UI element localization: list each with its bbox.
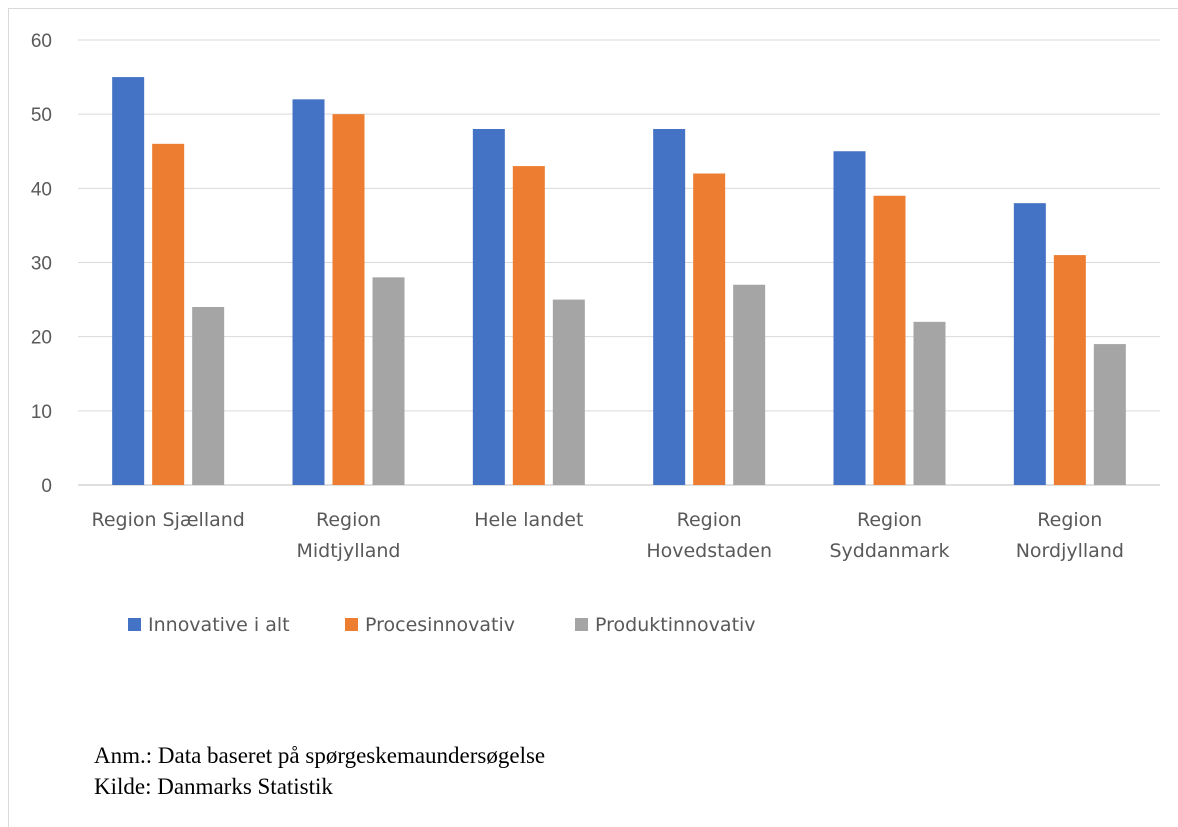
bar: [1053, 255, 1086, 485]
chart-frame: [8, 8, 1178, 827]
legend-label: Produktinnovativ: [595, 614, 756, 636]
legend-swatch: [345, 618, 358, 631]
legend-swatch: [575, 618, 588, 631]
legend-label: Procesinnovativ: [365, 614, 515, 636]
x-tick-label: Midtjylland: [296, 540, 400, 562]
gridlines: [78, 39, 1160, 486]
bar: [653, 129, 686, 485]
chart-notes: Anm.: Data baseret på spørgeskemaundersø…: [94, 740, 545, 802]
bar: [693, 173, 726, 485]
bar: [112, 77, 145, 485]
bars: [112, 77, 1126, 486]
x-axis: Region Sjælland Region Midtjylland Hele lan…: [91, 509, 1123, 562]
y-axis: 0 10 20 30 40 50 60: [31, 31, 52, 497]
bar: [292, 99, 325, 485]
y-tick-label: 60: [31, 31, 52, 52]
y-tick-label: 40: [31, 179, 52, 200]
bar: [472, 129, 505, 485]
bar: [372, 277, 405, 485]
note-source: Kilde: Danmarks Statistik: [94, 774, 333, 799]
bar: [192, 307, 225, 485]
x-tick-label: Hovedstaden: [646, 540, 772, 562]
legend-item: Produktinnovativ: [575, 614, 756, 636]
bar: [733, 284, 766, 485]
x-tick-label: Hele landet: [474, 509, 583, 531]
legend-item: Procesinnovativ: [345, 614, 515, 636]
bar: [913, 321, 946, 485]
bar: [1013, 203, 1046, 485]
x-tick-label: Nordjylland: [1016, 540, 1124, 562]
x-tick-label: Syddanmark: [829, 540, 949, 562]
legend: Innovative i alt Procesinnovativ Produktin…: [128, 614, 756, 636]
y-tick-label: 20: [31, 328, 52, 349]
y-tick-label: 50: [31, 105, 52, 126]
x-tick-label: Region: [1037, 509, 1102, 531]
bar: [873, 195, 906, 485]
bar-chart: 0 10 20 30 40 50 60 Region Sjælland Region Midtj…: [31, 31, 1160, 636]
legend-swatch: [128, 618, 141, 631]
y-tick-label: 30: [31, 254, 52, 275]
legend-item: Innovative i alt: [128, 614, 290, 636]
bar: [833, 151, 866, 485]
x-tick-label: Region: [677, 509, 742, 531]
bar: [552, 299, 585, 485]
bar: [512, 166, 545, 486]
bar: [1093, 344, 1126, 485]
legend-label: Innovative i alt: [148, 614, 290, 636]
y-tick-label: 0: [41, 476, 52, 497]
x-tick-label: Region: [316, 509, 381, 531]
bar: [332, 114, 365, 486]
bar: [152, 143, 185, 486]
x-tick-label: Region Sjælland: [91, 509, 244, 531]
y-tick-label: 10: [31, 402, 52, 423]
x-tick-label: Region: [857, 509, 922, 531]
note-annotation: Anm.: Data baseret på spørgeskemaundersø…: [94, 743, 546, 768]
